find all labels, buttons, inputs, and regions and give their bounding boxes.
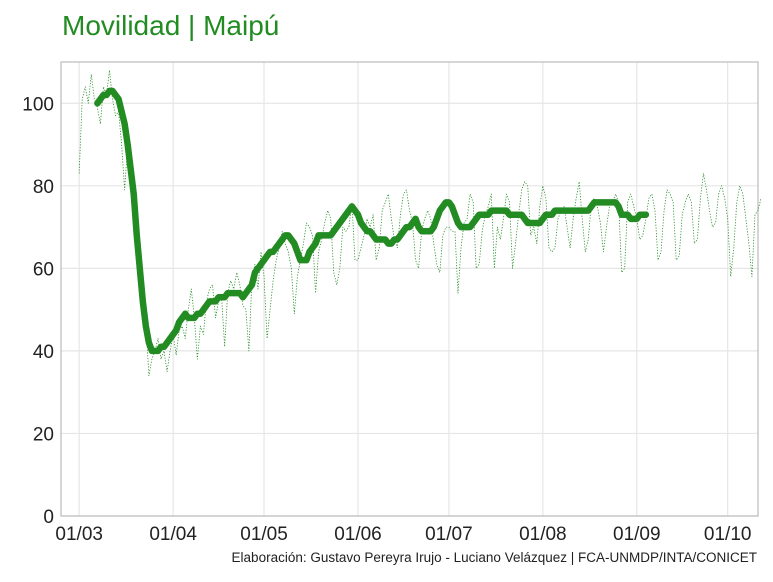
moving-average-line (94, 87, 650, 355)
x-tick-label: 01/08 (519, 524, 567, 545)
grid-lines (61, 62, 758, 517)
y-tick-label: 80 (33, 177, 54, 198)
x-tick-label: 01/05 (240, 524, 288, 545)
x-tick-label: 01/09 (613, 524, 661, 545)
y-tick-label: 0 (43, 507, 54, 528)
y-tick-label: 20 (33, 424, 54, 445)
x-tick-label: 01/10 (704, 524, 752, 545)
x-tick-label: 01/03 (55, 524, 103, 545)
y-tick-labels: 0 20 40 60 80 100 (22, 94, 54, 528)
x-tick-label: 01/04 (149, 524, 197, 545)
x-tick-label: 01/07 (425, 524, 473, 545)
y-tick-label: 40 (33, 342, 54, 363)
chart-caption: Elaboración: Gustavo Pereyra Irujo - Luc… (231, 550, 757, 565)
daily-mobility-line (78, 69, 762, 377)
plot-frame (60, 61, 759, 517)
chart-title: Movilidad | Maipú (62, 10, 280, 41)
x-tick-labels: 01/03 01/04 01/05 01/06 01/07 01/08 01/09 01/10 (55, 524, 751, 545)
y-tick-label: 100 (22, 94, 54, 115)
series-layer (78, 69, 762, 377)
y-tick-label: 60 (33, 259, 54, 280)
x-tick-label: 01/06 (334, 524, 382, 545)
